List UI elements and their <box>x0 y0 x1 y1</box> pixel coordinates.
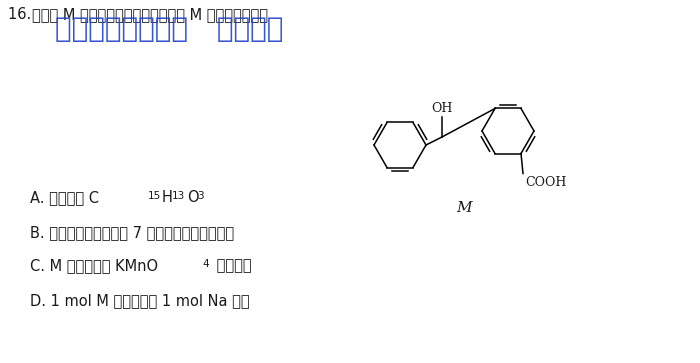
Text: 13: 13 <box>172 191 186 201</box>
Text: H: H <box>162 190 173 205</box>
Text: 有机物 M 的结构简式如图，下列有关 M 的说法正确的是: 有机物 M 的结构简式如图，下列有关 M 的说法正确的是 <box>32 7 268 22</box>
Text: 溶液褪色: 溶液褪色 <box>212 258 251 273</box>
Text: 3: 3 <box>197 191 204 201</box>
Text: A. 分子式为 C: A. 分子式为 C <box>30 190 99 205</box>
Text: B. 苯环上的一氯代物有 7 种（不考虑立体异构）: B. 苯环上的一氯代物有 7 种（不考虑立体异构） <box>30 225 234 240</box>
Text: 16.: 16. <box>8 7 36 22</box>
Text: O: O <box>187 190 199 205</box>
Text: C. M 不能使酸性 KMnO: C. M 不能使酸性 KMnO <box>30 258 158 273</box>
Text: M: M <box>456 201 472 215</box>
Text: COOH: COOH <box>525 176 566 188</box>
Text: 微信公众号关注：   趣找答案: 微信公众号关注： 趣找答案 <box>55 15 284 43</box>
Text: OH: OH <box>431 102 453 115</box>
Text: 4: 4 <box>202 259 209 269</box>
Text: 15: 15 <box>148 191 161 201</box>
Text: D. 1 mol M 最多能消耗 1 mol Na 单质: D. 1 mol M 最多能消耗 1 mol Na 单质 <box>30 293 250 308</box>
